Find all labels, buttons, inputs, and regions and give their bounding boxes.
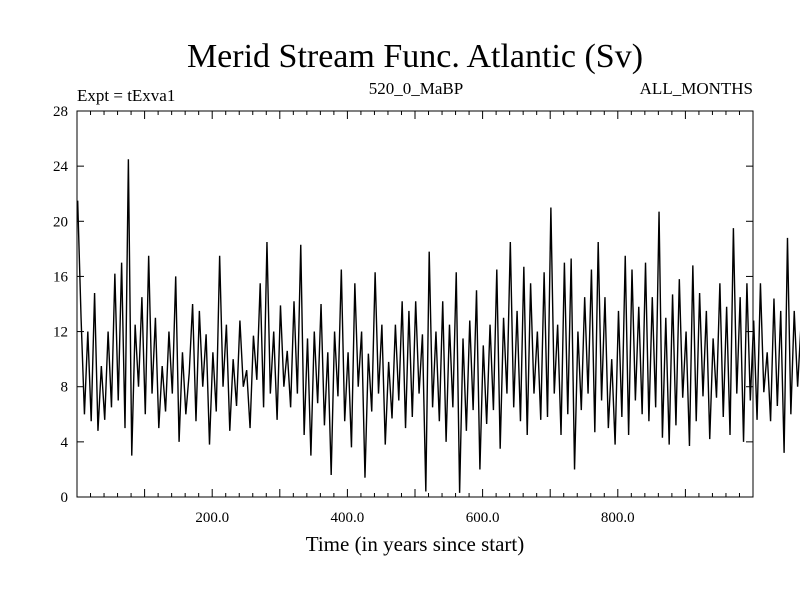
y-tick-label: 4 — [61, 435, 69, 451]
x-tick-label: 200.0 — [195, 510, 229, 526]
x-axis: 200.0 400.0 600.0 800.0 — [90, 111, 740, 526]
x-tick-label: 600.0 — [466, 510, 500, 526]
x-tick-label: 400.0 — [331, 510, 365, 526]
y-tick-label: 28 — [53, 104, 68, 120]
months-label: ALL_MONTHS — [640, 79, 753, 98]
y-tick-label: 20 — [53, 214, 68, 230]
y-tick-label: 0 — [61, 490, 69, 506]
plot-frame — [76, 110, 754, 498]
y-tick-label: 12 — [53, 325, 68, 341]
x-axis-label: Time (in years since start) — [306, 532, 525, 556]
x-tick-label: 800.0 — [601, 510, 635, 526]
y-axis: 0 4 8 12 16 20 24 28 — [53, 104, 753, 506]
y-tick-label: 24 — [53, 159, 69, 175]
y-tick-label: 8 — [61, 380, 69, 396]
experiment-label: Expt = tExva1 — [77, 86, 175, 105]
chart-title: Merid Stream Func. Atlantic (Sv) — [187, 38, 643, 75]
series-line — [76, 159, 800, 493]
epoch-label: 520_0_MaBP — [369, 79, 463, 98]
y-tick-label: 16 — [53, 269, 69, 285]
